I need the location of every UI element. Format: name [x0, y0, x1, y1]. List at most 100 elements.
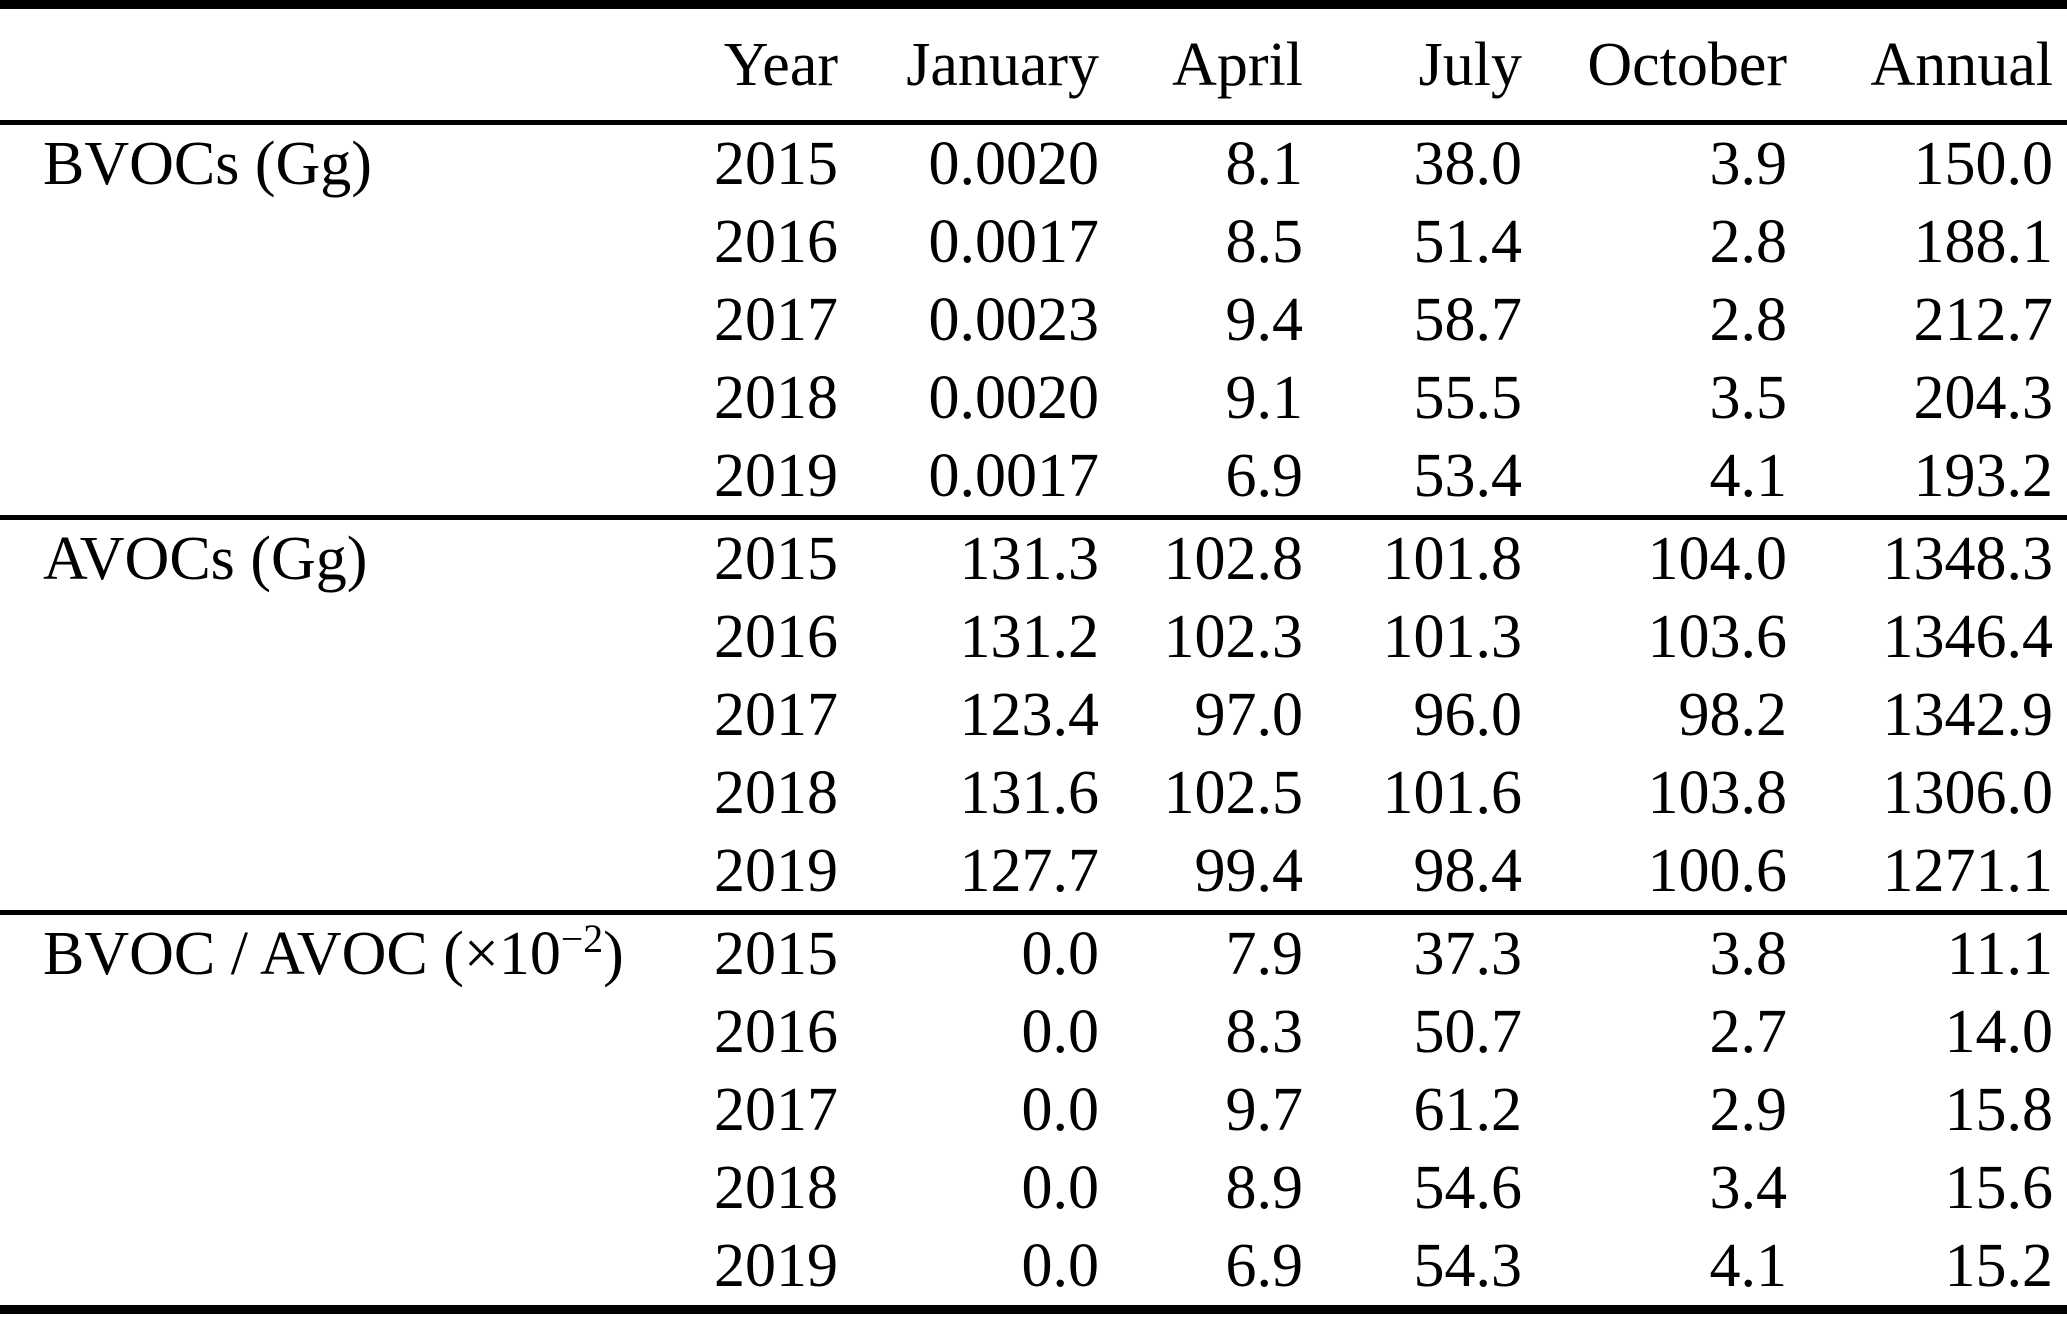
value-cell: 9.4: [1225, 286, 1304, 354]
value-cell: 51.4: [1413, 208, 1523, 276]
value-cell: 8.9: [1225, 1154, 1304, 1222]
year-cell: 2015: [660, 910, 838, 993]
value-cell: 101.8: [1303, 515, 1522, 598]
value-cell: 61.2: [1413, 1076, 1523, 1144]
value-cell: 15.8: [1944, 1076, 2054, 1144]
year-cell: 2016: [714, 998, 838, 1066]
value-cell: 193.2: [1913, 442, 2054, 510]
value-cell: 3.9: [1709, 130, 1788, 198]
value-cell: 150.0: [1913, 130, 2054, 198]
value-cell: 2.7: [1709, 998, 1788, 1066]
value-cell: 54.6: [1413, 1154, 1523, 1222]
year-cell: 2016: [714, 603, 838, 671]
section-label-text: ): [603, 920, 624, 988]
value-cell: 98.4: [1413, 837, 1523, 905]
value-cell: 0.0: [1021, 1076, 1100, 1144]
table-row: 2019 0.0 6.9 54.3 4.1 15.2: [0, 1227, 2067, 1310]
value-cell: 15.2: [1944, 1232, 2054, 1300]
column-header-july: July: [1303, 4, 1522, 125]
value-cell: 6.9: [1225, 442, 1304, 510]
value-cell: 0.0: [838, 910, 1099, 993]
value-cell: 3.4: [1709, 1154, 1788, 1222]
value-cell: 3.5: [1709, 364, 1788, 432]
value-cell: 0.0: [1021, 998, 1100, 1066]
table-row: 2018 0.0 8.9 54.6 3.4 15.6: [0, 1149, 2067, 1227]
column-header-april: April: [1099, 4, 1303, 125]
table-row: 2016 0.0 8.3 50.7 2.7 14.0: [0, 993, 2067, 1071]
table-row: 2017 0.0 9.7 61.2 2.9 15.8: [0, 1071, 2067, 1149]
value-cell: 0.0: [1021, 1154, 1100, 1222]
year-cell: 2019: [714, 1232, 838, 1300]
value-cell: 4.1: [1709, 442, 1788, 510]
table-row: 2019 0.0017 6.9 53.4 4.1 193.2: [0, 437, 2067, 518]
value-cell: 37.3: [1303, 910, 1522, 993]
column-header-empty: [0, 4, 660, 125]
value-cell: 8.1: [1225, 130, 1304, 198]
value-cell: 58.7: [1413, 286, 1523, 354]
value-cell: 127.7: [959, 837, 1100, 905]
value-cell: 102.8: [1099, 515, 1303, 598]
table-row: 2018 131.6 102.5 101.6 103.8 1306.0: [0, 754, 2067, 832]
table-header: Year January April July October Annual: [0, 4, 2067, 125]
section-label-text: BVOC / AVOC (×10: [43, 920, 561, 988]
table-row: 2019 127.7 99.4 98.4 100.6 1271.1: [0, 832, 2067, 913]
year-cell: 2017: [714, 1076, 838, 1144]
section-label: BVOCs (Gg): [0, 123, 660, 518]
table-row: 2017 0.0023 9.4 58.7 2.8 212.7: [0, 281, 2067, 359]
value-cell: 131.2: [959, 603, 1100, 671]
table-row: AVOCs (Gg) 2015 131.3 102.8 101.8 104.0 1348.3: [0, 515, 2067, 913]
table-row: 2016 131.2 102.3 101.3 103.6 1346.4: [0, 598, 2067, 676]
year-cell: 2019: [714, 442, 838, 510]
value-cell: 0.0017: [928, 208, 1100, 276]
value-cell: 0.0: [1021, 1232, 1100, 1300]
year-cell: 2019: [714, 837, 838, 905]
year-cell: 2017: [714, 286, 838, 354]
column-header-october: October: [1522, 4, 1787, 125]
value-cell: 0.0017: [928, 442, 1100, 510]
section-label: AVOCs (Gg): [0, 515, 660, 913]
value-cell: 100.6: [1647, 837, 1788, 905]
value-cell: 7.9: [1099, 910, 1303, 993]
value-cell: 103.6: [1647, 603, 1788, 671]
column-header-year: Year: [660, 4, 838, 125]
value-cell: 4.1: [1709, 1232, 1788, 1300]
value-cell: 98.2: [1678, 681, 1788, 749]
value-cell: 8.5: [1225, 208, 1304, 276]
value-cell: 1346.4: [1882, 603, 2054, 671]
year-cell: 2016: [714, 208, 838, 276]
table-row: 2018 0.0020 9.1 55.5 3.5 204.3: [0, 359, 2067, 437]
value-cell: 53.4: [1413, 442, 1523, 510]
value-cell: 1306.0: [1882, 759, 2054, 827]
value-cell: 50.7: [1413, 998, 1523, 1066]
value-cell: 97.0: [1194, 681, 1304, 749]
year-cell: 2015: [714, 130, 838, 198]
value-cell: 101.3: [1382, 603, 1523, 671]
value-cell: 102.3: [1163, 603, 1304, 671]
value-cell: 0.0023: [928, 286, 1100, 354]
section-label: BVOC / AVOC (×10−2): [0, 910, 660, 1310]
value-cell: 9.1: [1225, 364, 1304, 432]
value-cell: 55.5: [1413, 364, 1523, 432]
header-row: Year January April July October Annual: [0, 4, 2067, 125]
value-cell: 188.1: [1913, 208, 2054, 276]
value-cell: 2.8: [1709, 286, 1788, 354]
value-cell: 15.6: [1944, 1154, 2054, 1222]
value-cell: 204.3: [1913, 364, 2054, 432]
value-cell: 96.0: [1413, 681, 1523, 749]
year-cell: 2017: [714, 681, 838, 749]
value-cell: 0.0020: [928, 130, 1100, 198]
section-label-superscript: −2: [560, 917, 604, 962]
value-cell: 123.4: [959, 681, 1100, 749]
value-cell: 9.7: [1225, 1076, 1304, 1144]
year-cell: 2018: [714, 364, 838, 432]
value-cell: 11.1: [1787, 910, 2067, 993]
value-cell: 54.3: [1413, 1232, 1523, 1300]
table-body: BVOCs (Gg) 2015 0.0020 8.1 38.0 3.9 150.0 2016 0…: [0, 123, 2067, 1310]
value-cell: 104.0: [1522, 515, 1787, 598]
value-cell: 102.5: [1163, 759, 1304, 827]
value-cell: 1342.9: [1882, 681, 2054, 749]
table-row: BVOCs (Gg) 2015 0.0020 8.1 38.0 3.9 150.0: [0, 123, 2067, 204]
value-cell: 1348.3: [1787, 515, 2067, 598]
value-cell: 131.3: [838, 515, 1099, 598]
year-cell: 2018: [714, 759, 838, 827]
